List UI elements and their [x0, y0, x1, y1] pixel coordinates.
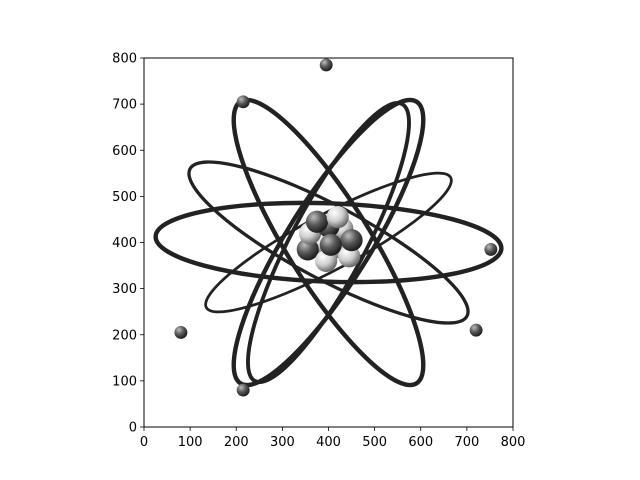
x-tick-label: 400	[316, 435, 341, 450]
y-tick-label: 100	[112, 374, 137, 389]
y-tick-label: 500	[112, 190, 137, 205]
electron	[236, 383, 250, 397]
nucleon	[319, 233, 342, 256]
nucleon	[305, 210, 329, 233]
y-tick-label: 400	[112, 236, 137, 251]
electron	[236, 95, 250, 109]
y-tick-label: 800	[112, 52, 137, 67]
x-tick-label: 300	[270, 435, 295, 450]
orbit-ring	[231, 97, 426, 388]
x-axis: 0 100 200 300 400 500 600 700 800	[140, 427, 526, 450]
y-axis: 0 100 200 300 400 500 600 700 800	[112, 52, 144, 436]
nucleus	[296, 206, 363, 273]
y-tick-label: 600	[112, 144, 137, 159]
x-tick-label: 100	[178, 435, 203, 450]
y-tick-label: 700	[112, 98, 137, 113]
electron	[469, 323, 483, 337]
nucleon	[340, 229, 363, 252]
atom-image	[153, 58, 504, 397]
y-tick-label: 200	[112, 328, 137, 343]
nucleon	[326, 206, 349, 229]
x-tick-label: 700	[454, 435, 479, 450]
x-tick-label: 0	[140, 435, 148, 450]
electron	[319, 58, 333, 72]
nucleon	[296, 238, 319, 261]
x-tick-label: 500	[362, 435, 387, 450]
electrons	[174, 58, 498, 397]
x-tick-label: 600	[408, 435, 433, 450]
x-tick-label: 200	[224, 435, 249, 450]
nucleon	[338, 245, 361, 268]
electron	[484, 242, 498, 256]
electron	[174, 325, 188, 339]
x-tick-label: 800	[501, 435, 526, 450]
orbit-ring	[246, 101, 411, 384]
y-tick-label: 300	[112, 282, 137, 297]
y-tick-label: 0	[129, 421, 137, 436]
